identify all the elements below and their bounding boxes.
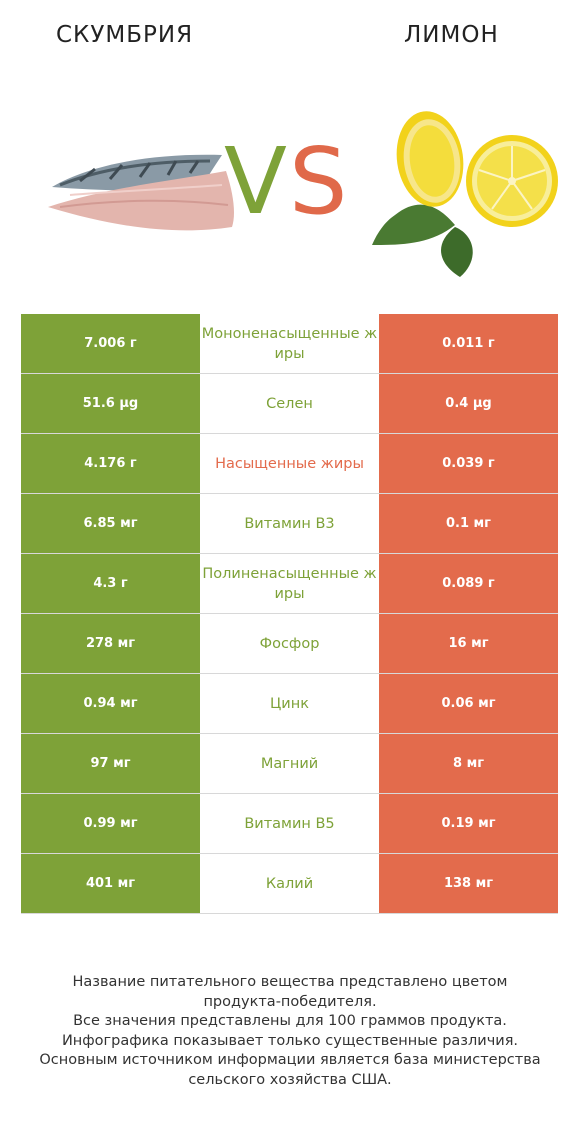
lemon-icon: [372, 111, 558, 277]
left-value: 0.94 мг: [21, 674, 200, 733]
right-value: 0.1 мг: [379, 494, 558, 553]
left-value: 401 мг: [21, 854, 200, 913]
left-product-title: СКУМБРИЯ: [56, 22, 194, 48]
right-value: 0.011 г: [379, 314, 558, 373]
vs-label: VS: [224, 128, 350, 235]
right-value: 0.039 г: [379, 434, 558, 493]
nutrient-name: Витамин B3: [244, 515, 335, 532]
hero-illustration: [48, 111, 558, 277]
right-value: 16 мг: [379, 614, 558, 673]
footer-notes: Название питательного вещества представл…: [20, 973, 560, 1090]
left-value: 51.6 µg: [21, 374, 200, 433]
right-product-title: ЛИМОН: [404, 22, 499, 48]
table-row: 4.176 г Насыщенные жиры 0.039 г: [21, 434, 558, 494]
nutrient-name: Селен: [266, 395, 313, 412]
left-value: 4.176 г: [21, 434, 200, 493]
table-row: 6.85 мг Витамин B3 0.1 мг: [21, 494, 558, 554]
footer-line: Основным источником информации является …: [39, 1052, 541, 1068]
nutrient-name: Магний: [260, 755, 319, 772]
row-divider: [21, 433, 558, 434]
left-value: 6.85 мг: [21, 494, 200, 553]
row-divider: [21, 793, 558, 794]
row-divider: [21, 913, 558, 914]
mackerel-icon: [48, 154, 234, 231]
row-divider: [21, 373, 558, 374]
right-value: 0.089 г: [379, 554, 558, 613]
table-row: 278 мг Фосфор 16 мг: [21, 614, 558, 674]
table-row: 4.3 г Полиненасыщенные жиры 0.089 г: [21, 554, 558, 614]
left-value: 278 мг: [21, 614, 200, 673]
footer-line: сельского хозяйства США.: [188, 1071, 392, 1088]
table-row: 97 мг Магний 8 мг: [21, 734, 558, 794]
footer-line: Все значения представлены для 100 граммо…: [73, 1013, 507, 1029]
right-value: 0.06 мг: [379, 674, 558, 733]
table-row: 0.94 мг Цинк 0.06 мг: [21, 674, 558, 734]
right-value: 8 мг: [379, 734, 558, 793]
left-value: 7.006 г: [21, 314, 200, 373]
nutrient-name: Витамин B5: [244, 815, 335, 832]
table-row: 0.99 мг Витамин B5 0.19 мг: [21, 794, 558, 854]
row-divider: [21, 673, 558, 674]
nutrient-name: Полиненасыщенные жиры: [202, 565, 377, 602]
left-value: 4.3 г: [21, 554, 200, 613]
nutrient-name: Мононенасыщенные жиры: [201, 325, 378, 362]
right-value: 0.19 мг: [379, 794, 558, 853]
nutrient-name: Калий: [265, 875, 314, 892]
row-divider: [21, 493, 558, 494]
table-row: 7.006 г Мононенасыщенные жиры 0.011 г: [21, 314, 558, 374]
footer-line: Инфографика показывает только существенн…: [61, 1032, 519, 1049]
left-value: 0.99 мг: [21, 794, 200, 853]
row-divider: [21, 613, 558, 614]
footer-line: Название питательного вещества представл…: [72, 974, 508, 990]
nutrient-name: Насыщенные жиры: [215, 455, 364, 472]
row-divider: [21, 733, 558, 734]
nutrient-name: Цинк: [270, 695, 309, 712]
footer-line: продукта-победителя.: [203, 993, 377, 1010]
right-value: 0.4 µg: [379, 374, 558, 433]
table-row: 401 мг Калий 138 мг: [21, 854, 558, 914]
comparison-table: 7.006 г Мононенасыщенные жиры 0.011 г 51.6 …: [21, 314, 558, 914]
table-row: 51.6 µg Селен 0.4 µg: [21, 374, 558, 434]
row-divider: [21, 853, 558, 854]
row-divider: [21, 553, 558, 554]
left-value: 97 мг: [21, 734, 200, 793]
right-value: 138 мг: [379, 854, 558, 913]
nutrient-name: Фосфор: [259, 635, 320, 652]
